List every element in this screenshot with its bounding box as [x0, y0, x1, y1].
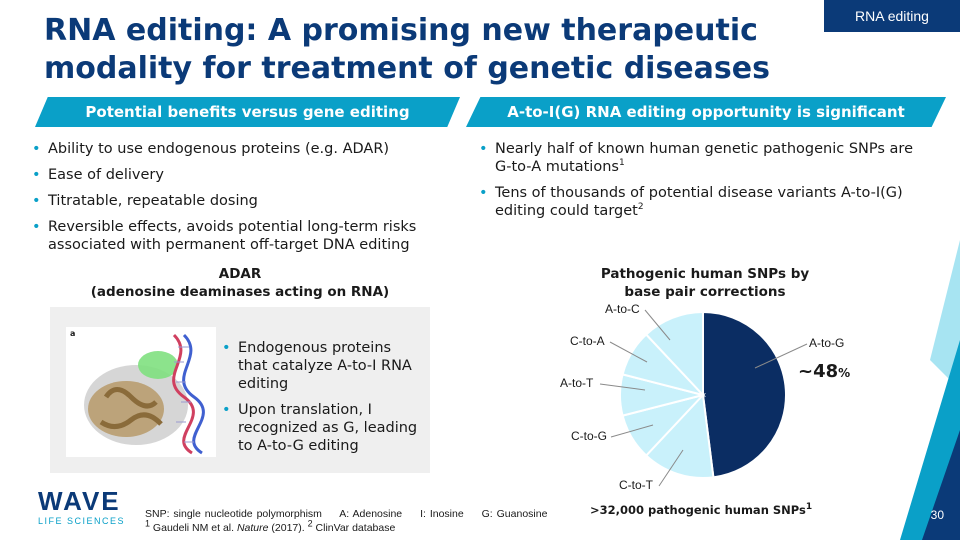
pie-heading-line2: base pair corrections [624, 284, 786, 300]
adar-heading: ADAR (adenosine deaminases acting on RNA… [70, 265, 410, 301]
right-bullet: Nearly half of known human genetic patho… [479, 140, 919, 176]
logo-main-text: WAVE [38, 486, 121, 516]
right-bullet-list: Nearly half of known human genetic patho… [479, 140, 919, 228]
footnote-ref: 2 [637, 202, 644, 213]
footnote-ref: 1 [805, 502, 813, 513]
ref-text: Gaudeli NM et al. [150, 522, 237, 534]
adar-structure-image: a [66, 327, 216, 457]
pie-slice-a-to-g [702, 310, 787, 479]
abbreviation-footnote: SNP: single nucleotide polymorphism A: A… [145, 508, 561, 520]
adar-heading-line1: ADAR [218, 266, 262, 282]
pie-label-c-to-t: C-to-T [619, 478, 653, 492]
highlight-unit: % [838, 366, 851, 380]
abbreviation: SNP: single nucleotide polymorphism [145, 508, 322, 520]
pie-label-c-to-a: C-to-A [570, 334, 605, 348]
leader-line [609, 341, 648, 363]
pie-label-a-to-c: A-to-C [605, 302, 640, 316]
highlight-percentage: ~48% [798, 361, 850, 382]
right-bullet-text: Tens of thousands of potential disease v… [495, 185, 903, 219]
abbreviation: I: Inosine [420, 508, 464, 520]
leader-line [644, 309, 671, 341]
adar-panel: a Endogenous proteins that catalyze A-to… [50, 307, 430, 473]
pie-heading-line1: Pathogenic human SNPs by [600, 266, 810, 282]
adar-bullet-list: Endogenous proteins that catalyze A-to-I… [222, 339, 422, 463]
leader-line [658, 449, 684, 487]
ref-text: (2017). [268, 522, 308, 534]
highlight-value: ~48 [798, 361, 839, 382]
pie-heading: Pathogenic human SNPs by base pair corre… [580, 265, 830, 301]
protein-illustration [84, 333, 205, 455]
right-bullet-text: Nearly half of known human genetic patho… [495, 141, 913, 175]
leader-line [599, 383, 646, 391]
right-bullet: Tens of thousands of potential disease v… [479, 184, 919, 220]
left-bullet-list: Ability to use endogenous proteins (e.g.… [32, 140, 442, 262]
pie-chart: A-to-G C-to-T C-to-G A-to-T C-to-A A-to-C ~48… [555, 300, 895, 500]
left-bullet: Titratable, repeatable dosing [32, 192, 442, 210]
pie-svg [599, 309, 808, 487]
footnote-ref: 1 [145, 518, 151, 529]
figure-label: a [70, 329, 76, 338]
pie-label-a-to-t: A-to-T [560, 376, 594, 390]
page-number: 30 [930, 508, 944, 522]
adar-bullet: Upon translation, I recognized as G, lea… [222, 401, 422, 455]
pie-caption: >32,000 pathogenic human SNPs1 [590, 503, 812, 517]
corner-decoration [900, 240, 960, 540]
ref-journal: Nature [236, 522, 269, 534]
adar-bullet: Endogenous proteins that catalyze A-to-I… [222, 339, 422, 393]
pie-slice-c-to-t [644, 392, 715, 479]
left-bullet: Ability to use endogenous proteins (e.g.… [32, 140, 442, 158]
pie-caption-text: >32,000 pathogenic human SNPs [590, 503, 806, 517]
logo-sub-text: LIFE SCIENCES [38, 516, 126, 526]
footnote-ref: 2 [307, 518, 313, 529]
pie-slice-a-to-c [644, 310, 704, 398]
section-tag: RNA editing [824, 0, 960, 32]
ref-text: ClinVar database [312, 522, 396, 534]
left-bullet: Ease of delivery [32, 166, 442, 184]
left-bullet: Reversible effects, avoids potential lon… [32, 218, 442, 254]
footnote-ref: 1 [618, 158, 625, 169]
pie-label-a-to-g: A-to-G [809, 336, 845, 350]
leader-line [754, 343, 808, 369]
leader-line [610, 424, 654, 438]
adar-heading-line2: (adenosine deaminases acting on RNA) [90, 284, 390, 300]
abbreviation: G: Guanosine [481, 508, 548, 520]
abbreviation: A: Adenosine [339, 508, 403, 520]
pie-label-c-to-g: C-to-G [571, 429, 607, 443]
left-banner: Potential benefits versus gene editing [35, 97, 460, 127]
wave-logo: WAVE LIFE SCIENCES [38, 486, 138, 530]
page-title: RNA editing: A promising new therapeutic… [44, 13, 770, 86]
reference-footnote: 1 Gaudeli NM et al. Nature (2017). 2 Cli… [145, 518, 396, 534]
right-banner: A-to-I(G) RNA editing opportunity is sig… [466, 97, 946, 127]
